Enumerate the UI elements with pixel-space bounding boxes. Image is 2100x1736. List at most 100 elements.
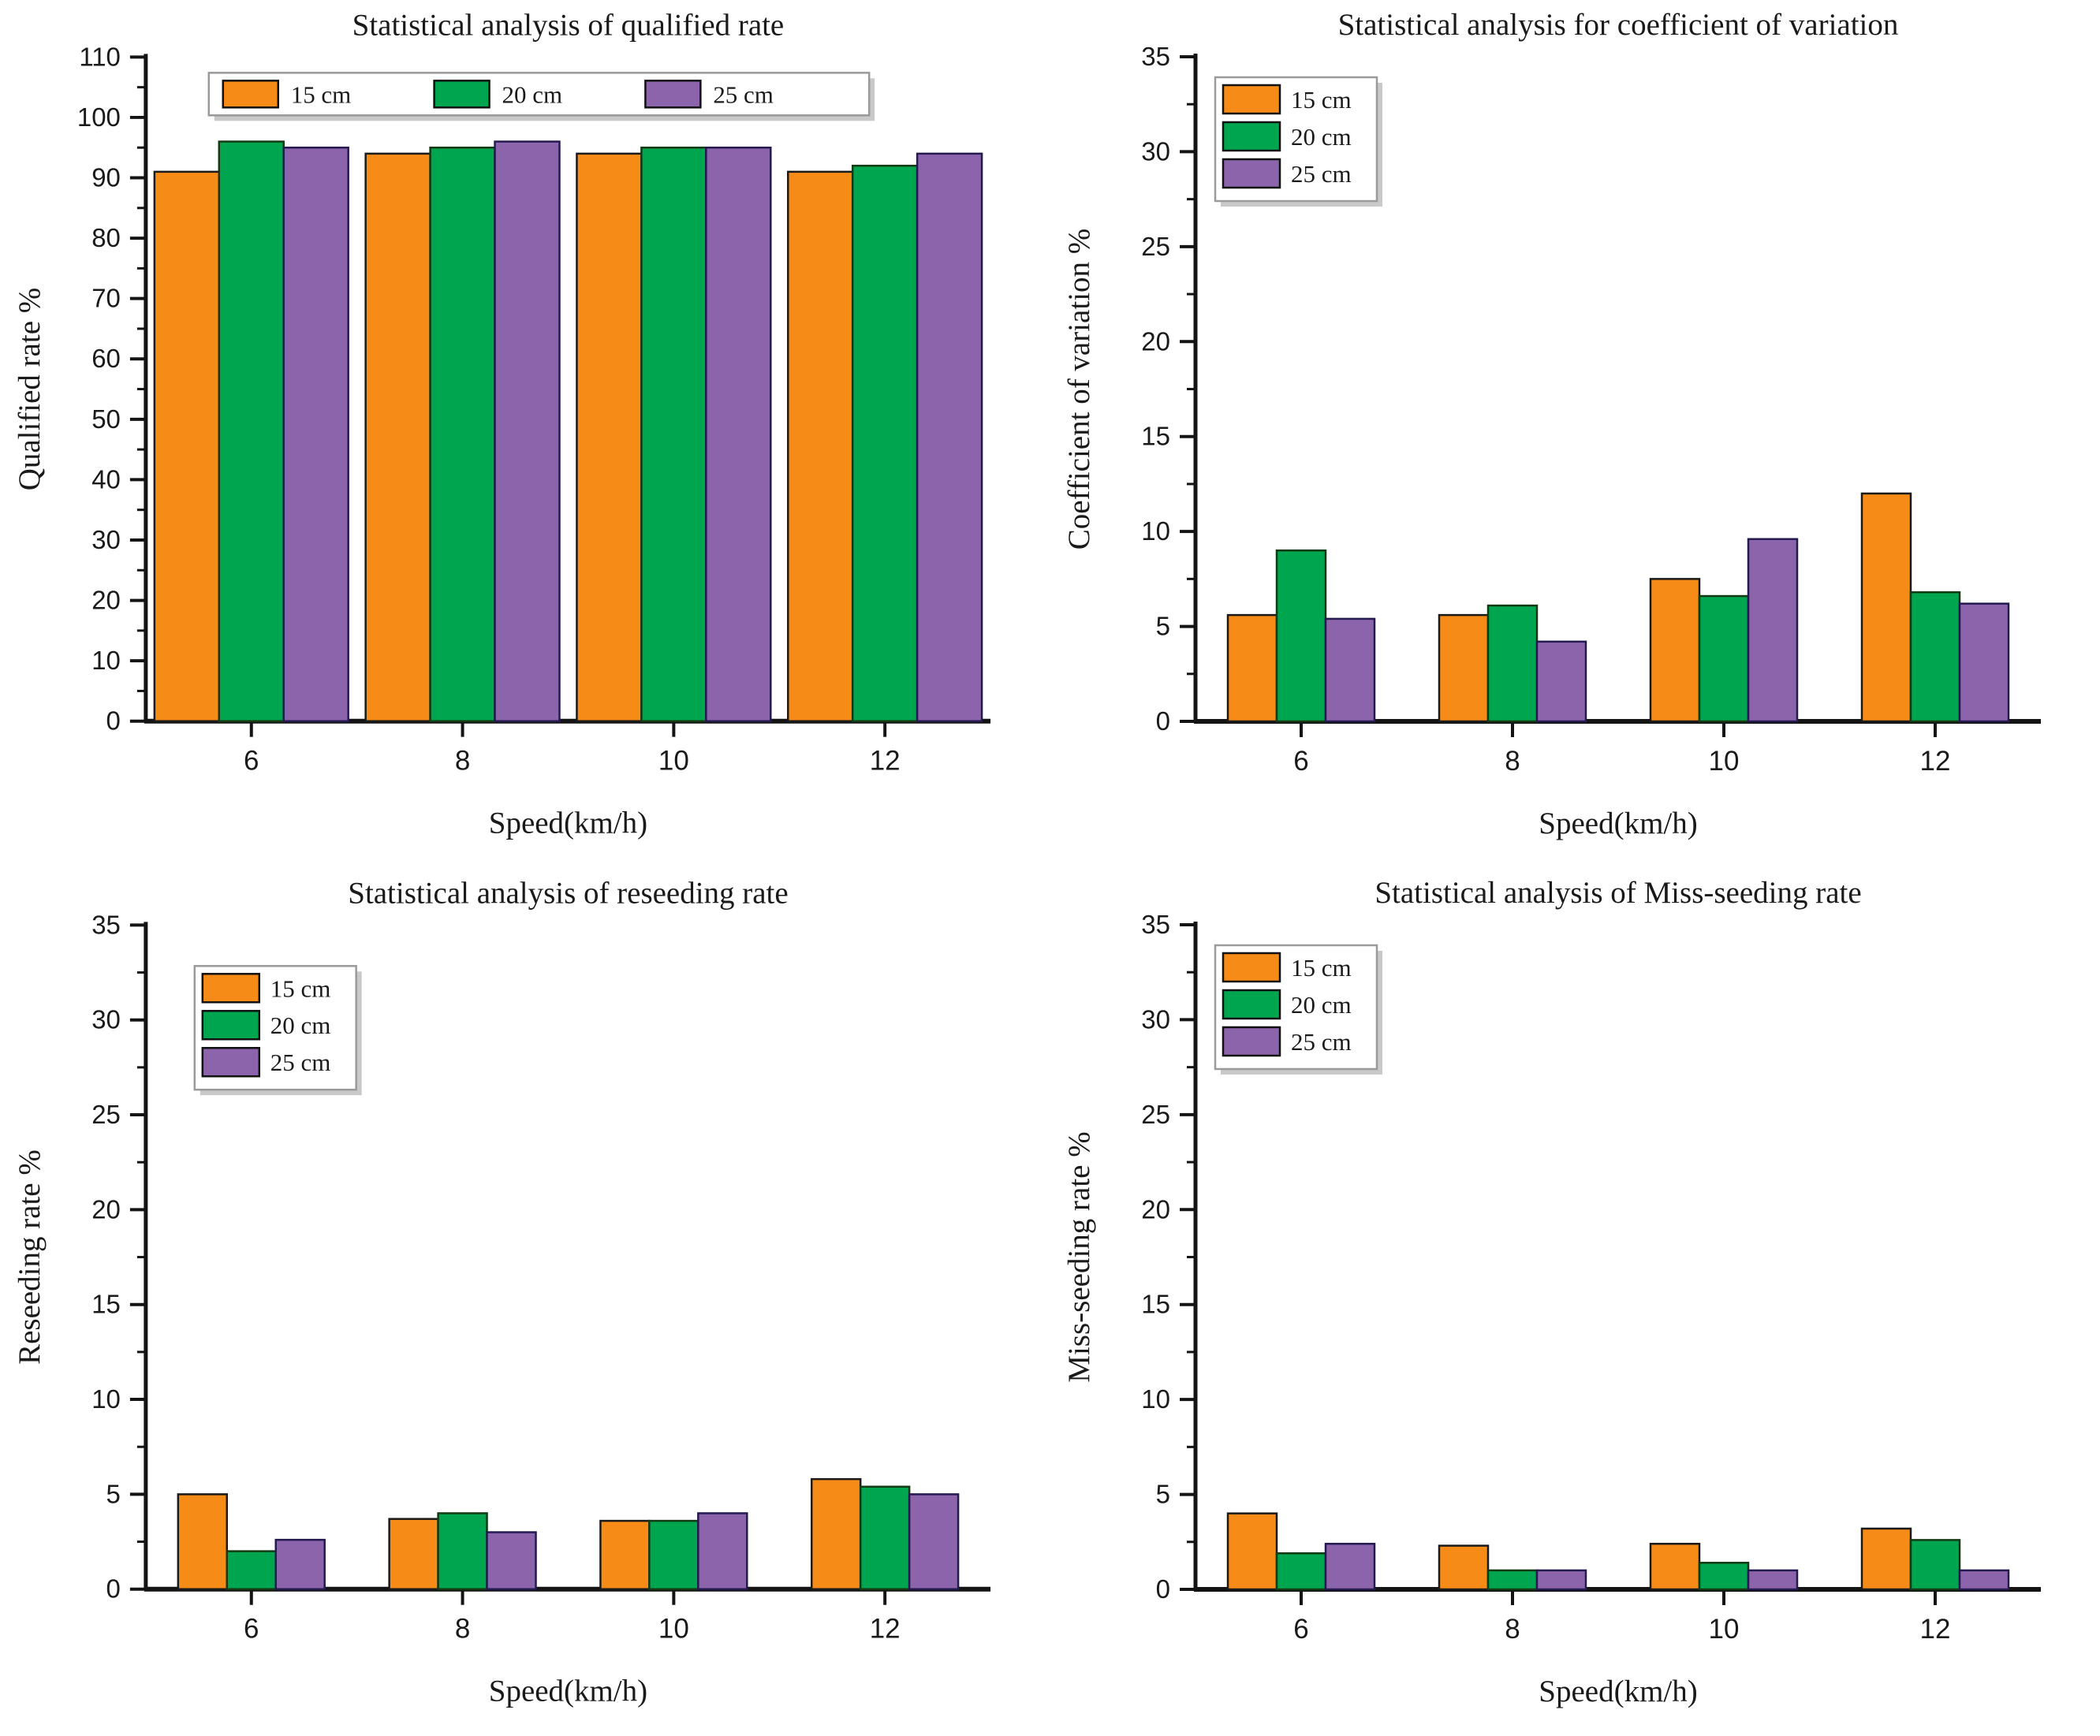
bar-20-cm-8kmh: [1486, 604, 1539, 723]
y-tick-label: 5: [1156, 1480, 1170, 1509]
y-tick-label: 40: [91, 464, 121, 494]
y-tick-label: 15: [1141, 1290, 1170, 1319]
y-tick-label: 25: [1141, 1100, 1170, 1129]
bar-15-cm-10kmh: [576, 152, 643, 722]
y-tick-label: 25: [91, 1100, 121, 1129]
y-axis-label: Coefficient of variation %: [1062, 229, 1096, 550]
bar-20-cm-8kmh: [1486, 1569, 1539, 1591]
y-axis-label: Qualified rate %: [13, 288, 47, 491]
y-axis-label: Miss-seeding rate %: [1062, 1131, 1096, 1382]
legend-label-20-cm: 20 cm: [270, 1011, 331, 1039]
x-tick-label: 8: [1505, 1614, 1520, 1645]
bar-15-cm-10kmh: [599, 1519, 651, 1590]
bar-15-cm-6kmh: [153, 170, 221, 722]
y-tick-label: 20: [91, 586, 121, 615]
x-tick-label: 8: [455, 746, 470, 777]
y-tick-label: 25: [1141, 232, 1170, 261]
bar-20-cm-10kmh: [1698, 594, 1750, 723]
legend-label-25-cm: 25 cm: [1291, 1028, 1352, 1056]
bar-25-cm-12kmh: [1958, 602, 2010, 723]
y-tick-label: 10: [1141, 1384, 1170, 1414]
legend-label-20-cm: 20 cm: [1291, 991, 1352, 1019]
x-tick-label: 12: [870, 1614, 901, 1645]
legend-label-25-cm: 25 cm: [713, 80, 774, 108]
y-tick-label: 35: [91, 910, 121, 939]
y-tick-label: 70: [91, 284, 121, 313]
x-axis-label: Speed(km/h): [489, 1675, 647, 1708]
y-tick-label: 30: [91, 1005, 121, 1034]
legend-swatch-15-cm: [1222, 952, 1281, 983]
bar-25-cm-8kmh: [1535, 1569, 1587, 1591]
bar-20-cm-8kmh: [429, 146, 496, 722]
y-tick-label: 30: [1141, 1004, 1170, 1034]
legend-swatch-15-cm: [1222, 84, 1281, 115]
legend-label-15-cm: 15 cm: [270, 974, 331, 1002]
y-tick-label: 0: [1156, 1574, 1170, 1604]
chart-svg-qualified-rate: Statistical analysis of qualified rate 0 1…: [13, 8, 991, 840]
x-tick-label: 8: [455, 1614, 470, 1645]
y-tick-label: 15: [91, 1290, 121, 1319]
y-tick-label: 20: [1141, 326, 1170, 356]
x-tick-label: 12: [1920, 1614, 1951, 1645]
y-tick-label: 0: [1156, 706, 1170, 736]
chart-svg-miss-seeding-rate: Statistical analysis of Miss-seeding rat…: [1062, 876, 2041, 1708]
x-tick-label: 6: [1293, 746, 1308, 777]
legend-label-15-cm: 15 cm: [1291, 86, 1352, 114]
y-tick-label: 20: [91, 1194, 121, 1224]
legend-swatch-20-cm: [1222, 989, 1281, 1020]
bar-25-cm-10kmh: [697, 1512, 748, 1590]
bar-25-cm-10kmh: [1747, 1569, 1799, 1591]
bar-20-cm-12kmh: [1909, 1539, 1961, 1591]
x-tick-label: 10: [658, 1614, 689, 1645]
bar-15-cm-12kmh: [787, 170, 854, 722]
chart-title: Statistical analysis of qualified rate: [352, 8, 785, 42]
legend-swatch-15-cm: [201, 973, 261, 1004]
y-axis-label: Reseeding rate %: [13, 1149, 47, 1365]
legend-swatch-20-cm: [201, 1010, 261, 1041]
legend-label-25-cm: 25 cm: [270, 1049, 331, 1076]
bar-25-cm-8kmh: [1535, 640, 1587, 723]
x-tick-label: 10: [1709, 746, 1740, 777]
bar-25-cm-10kmh: [705, 146, 772, 722]
x-tick-label: 10: [658, 746, 689, 777]
chart-panel-coefficient-of-variation: Statistical analysis for coefficient of …: [1050, 0, 2100, 868]
bar-25-cm-12kmh: [1958, 1569, 2010, 1591]
chart-panel-reseeding-rate: Statistical analysis of reseeding rate 0 5…: [0, 868, 1050, 1736]
x-tick-label: 6: [244, 746, 259, 777]
chart-title: Statistical analysis of Miss-seeding rat…: [1375, 876, 1861, 910]
y-tick-label: 10: [1141, 516, 1170, 546]
chart-svg-reseeding-rate: Statistical analysis of reseeding rate 0 5…: [13, 876, 991, 1708]
legend-swatch-25-cm: [644, 80, 702, 109]
y-tick-label: 35: [1141, 42, 1170, 71]
bar-20-cm-6kmh: [226, 1550, 277, 1590]
bar-20-cm-12kmh: [1909, 590, 1961, 723]
y-tick-label: 80: [91, 223, 121, 252]
bar-15-cm-6kmh: [177, 1493, 229, 1590]
bar-15-cm-10kmh: [1649, 578, 1701, 723]
y-tick-label: 100: [77, 102, 121, 132]
bar-20-cm-12kmh: [851, 164, 919, 722]
y-tick-label: 20: [1141, 1194, 1170, 1224]
bar-25-cm-12kmh: [916, 152, 983, 722]
legend-label-20-cm: 20 cm: [1291, 123, 1352, 151]
legend-swatch-15-cm: [222, 80, 279, 109]
bar-25-cm-10kmh: [1747, 538, 1799, 723]
x-tick-label: 12: [870, 746, 901, 777]
bar-20-cm-6kmh: [218, 140, 285, 722]
y-tick-label: 35: [1141, 910, 1170, 939]
bar-20-cm-10kmh: [1698, 1562, 1750, 1591]
legend-swatch-20-cm: [1222, 121, 1281, 152]
chart-panel-miss-seeding-rate: Statistical analysis of Miss-seeding rat…: [1050, 868, 2100, 1736]
bar-25-cm-6kmh: [1324, 1542, 1376, 1591]
bar-25-cm-8kmh: [494, 140, 561, 722]
legend-swatch-20-cm: [433, 80, 490, 109]
y-tick-label: 0: [106, 1574, 121, 1604]
bar-15-cm-12kmh: [810, 1477, 862, 1590]
x-tick-label: 6: [1293, 1614, 1308, 1645]
bar-25-cm-6kmh: [1324, 617, 1376, 723]
bar-20-cm-12kmh: [859, 1485, 911, 1590]
legend-label-20-cm: 20 cm: [502, 80, 563, 108]
bar-15-cm-8kmh: [364, 152, 431, 722]
x-axis-label: Speed(km/h): [1539, 1675, 1697, 1708]
bar-20-cm-6kmh: [1275, 1552, 1327, 1591]
